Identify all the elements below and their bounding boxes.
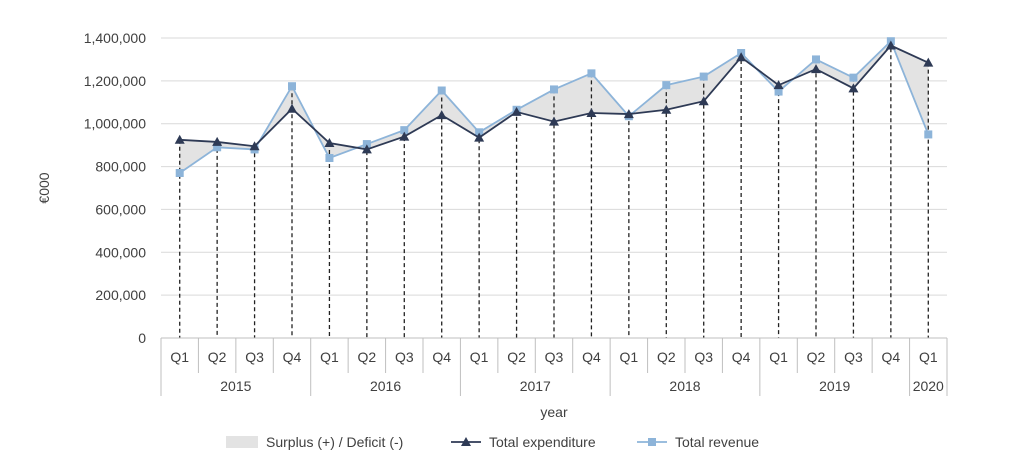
y-tick-label: 1,000,000 [84,116,146,132]
y-tick-label: 0 [138,330,146,346]
revenue-point [288,82,296,91]
drop-lines [179,41,929,338]
quarter-label: Q4 [732,349,751,365]
year-label: 2016 [370,378,401,394]
quarter-label: Q3 [545,349,564,365]
expenditure-point [549,116,559,126]
year-label: 2018 [669,378,700,394]
expenditure-point [623,109,634,119]
revenue-point [325,154,334,162]
y-tick-label: 1,200,000 [84,73,146,89]
revenue-point [175,169,184,177]
revenue-point [550,85,558,94]
quarter-label: Q1 [320,349,339,365]
expenditure-point [474,132,485,142]
legend-marker-revenue [648,438,656,446]
revenue-point [699,72,708,81]
revenue-point [924,130,933,139]
y-tick-label: 800,000 [95,159,146,175]
legend-label-expenditure: Total expenditure [489,434,596,450]
quarter-label: Q3 [694,349,713,365]
legend: Surplus (+) / Deficit (-) Total expenditu… [226,434,759,450]
quarter-label: Q4 [582,349,601,365]
x-axis-label: year [540,404,568,420]
quarter-label: Q2 [358,349,377,365]
legend-label-revenue: Total revenue [675,434,759,450]
revenue-point [362,140,371,149]
quarter-label: Q1 [919,349,938,365]
revenue-point [400,126,409,135]
x-axis: Q1 Q2 Q3 Q4 Q1 Q2 Q3 Q4 Q1 Q2 Q3 Q4 Q1 Q2 Q3 Q4 Q1 Q2 Q3 Q4… [160,337,948,396]
expenditure-point [174,134,185,144]
revenue-point [587,69,596,78]
y-axis-ticks: 0 200,000 400,000 600,000 800,000 1,000,000 1,… [84,30,147,346]
quarter-label: Q3 [245,349,264,365]
revenue-point [213,143,222,152]
expenditure-point [511,106,522,116]
expenditure-point [586,108,597,117]
revenue-point [774,87,783,96]
year-label: 2017 [520,378,551,394]
year-label: 2020 [913,378,944,394]
y-tick-label: 1,400,000 [84,30,146,46]
expenditure-point [698,96,709,106]
legend-marker-expenditure [461,437,471,446]
quarter-label: Q1 [470,349,489,365]
y-tick-label: 600,000 [95,201,146,217]
quarter-label: Q2 [208,349,227,365]
quarter-label: Q3 [844,349,863,365]
year-label: 2019 [819,378,850,394]
quarter-label: Q2 [507,349,526,365]
quarter-label: Q1 [170,349,189,365]
revenue-point [849,73,858,82]
revenue-point [475,128,484,137]
quarter-label: Q2 [807,349,826,365]
expenditure-point [212,136,223,146]
expenditure-point [324,138,335,147]
quarter-label: Q1 [620,349,639,365]
quarter-label: Q3 [395,349,414,365]
expenditure-point [661,104,672,114]
expenditure-point [399,131,410,141]
y-axis-label: €000 [36,172,52,203]
expenditure-point [848,83,859,93]
expenditure-point [811,64,821,74]
quarter-label: Q4 [432,349,451,365]
legend-label-area: Surplus (+) / Deficit (-) [266,434,403,450]
quarter-label: Q2 [657,349,676,365]
expenditure-point [885,40,896,50]
expenditure-point [436,110,447,120]
legend-swatch-area [226,436,258,448]
quarter-label: Q1 [769,349,788,365]
revenue-point [662,81,671,90]
expenditure-point [249,141,260,151]
expenditure-point [773,80,784,90]
expenditure-point [287,103,297,113]
revenue-point [812,55,820,64]
y-tick-label: 400,000 [95,244,146,260]
expenditure-point [923,57,934,67]
expenditure-point [361,144,372,154]
quarter-label: Q4 [882,349,901,365]
quarter-label: Q4 [283,349,302,365]
y-tick-label: 200,000 [95,287,146,303]
expenditure-point [736,52,747,62]
year-label: 2015 [220,378,251,394]
revenue-point [437,86,446,95]
series-layer [174,37,934,177]
